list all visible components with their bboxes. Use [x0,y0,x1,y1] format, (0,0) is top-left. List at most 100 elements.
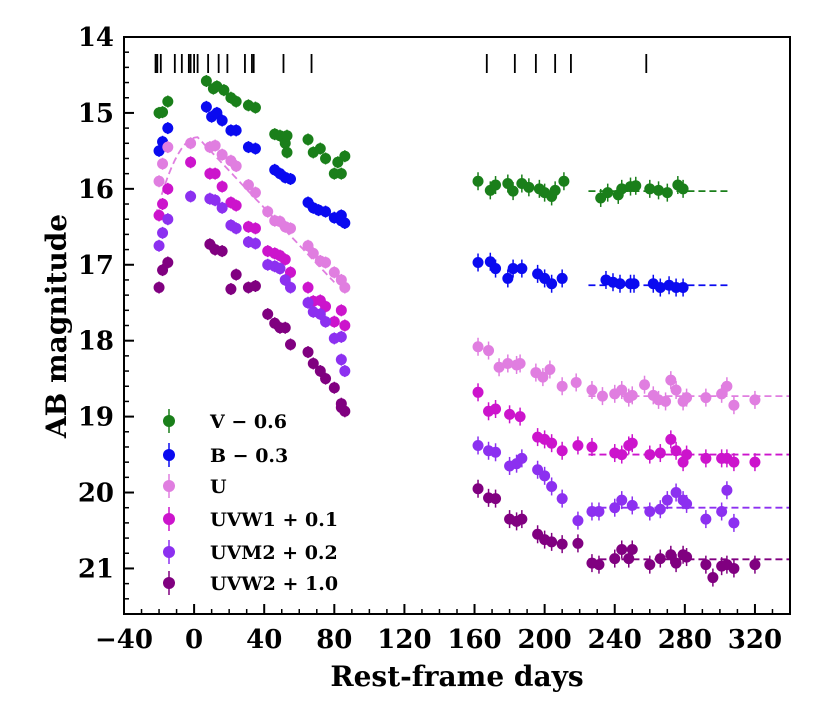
data-point [472,386,484,398]
data-point [586,441,598,453]
data-point [504,408,516,420]
series-group-4 [153,190,740,532]
data-point [153,240,165,252]
data-point [716,506,728,518]
data-point [153,175,165,187]
data-point [262,308,274,320]
data-point [320,256,332,268]
data-point [644,183,656,195]
legend-marker [163,546,175,558]
data-point [320,316,332,328]
data-point [162,96,174,108]
x-tick-label: 160 [447,625,501,655]
data-point [516,513,528,525]
data-point [626,543,638,555]
data-point [677,183,689,195]
data-point [328,316,340,328]
x-tick-label: 80 [316,625,352,655]
data-point [335,398,347,410]
data-point [681,498,693,510]
data-point [490,446,502,458]
data-point [593,559,605,571]
data-point [162,256,174,268]
legend-label: B − 0.3 [210,445,288,467]
legend-label: U [210,476,227,498]
data-point [558,175,570,187]
data-point [262,206,274,218]
legend-label: UVM2 + 0.2 [210,542,338,564]
data-point [285,338,296,350]
data-point [749,394,761,406]
data-point [153,282,165,294]
data-point [670,445,682,457]
data-point [728,456,740,468]
x-tick-label: 0 [185,625,203,655]
data-point [628,278,640,290]
data-point [314,143,326,155]
data-point [616,449,628,461]
data-point [285,282,296,294]
data-point [654,447,666,459]
data-point [616,543,628,555]
data-point [626,389,638,401]
data-point [472,483,484,495]
x-axis-ticks: −40 0 40 80 120 160 200 240 280 320 [95,604,782,655]
data-point [483,345,495,357]
data-point [609,553,621,565]
data-point [472,439,484,451]
data-point [307,247,319,259]
data-point [339,320,351,331]
data-point [556,538,568,550]
x-tick-label: 120 [377,625,431,655]
data-point [185,156,197,168]
data-point [728,562,740,574]
legend-marker [163,449,175,461]
data-point [514,357,526,369]
data-point [665,549,677,561]
data-point [307,357,319,369]
data-point [507,185,519,197]
data-point [285,222,296,234]
data-point [230,269,242,281]
data-point [320,206,332,218]
data-point [677,282,689,294]
data-point [490,403,502,415]
series-group-1 [153,100,689,297]
data-point [654,503,666,515]
data-point [681,551,693,563]
data-point [335,354,347,366]
data-point [335,331,347,343]
data-point [216,115,228,127]
data-point [507,263,519,275]
data-point [721,380,733,392]
data-point [335,215,347,227]
data-point [516,263,528,275]
y-tick-label: 19 [78,403,114,433]
legend-marker [163,577,175,589]
data-point [281,130,293,142]
data-point [490,179,502,191]
series-group-2 [153,137,761,415]
x-tick-label: 280 [658,625,712,655]
legend-label: V − 0.6 [209,411,287,433]
data-point [616,494,628,506]
data-point [707,572,719,584]
data-point [200,101,212,113]
data-point [644,559,656,571]
data-point [593,506,605,518]
data-point [209,140,221,152]
data-point [302,282,314,294]
data-point [728,399,740,411]
data-point [339,150,351,162]
data-point [230,124,242,136]
data-point [218,84,230,96]
data-point [670,384,682,396]
x-tick-label: 240 [588,625,642,655]
data-point [185,190,197,202]
data-point [544,364,556,376]
data-point [670,487,682,499]
data-point [681,392,693,404]
data-point [644,449,656,461]
